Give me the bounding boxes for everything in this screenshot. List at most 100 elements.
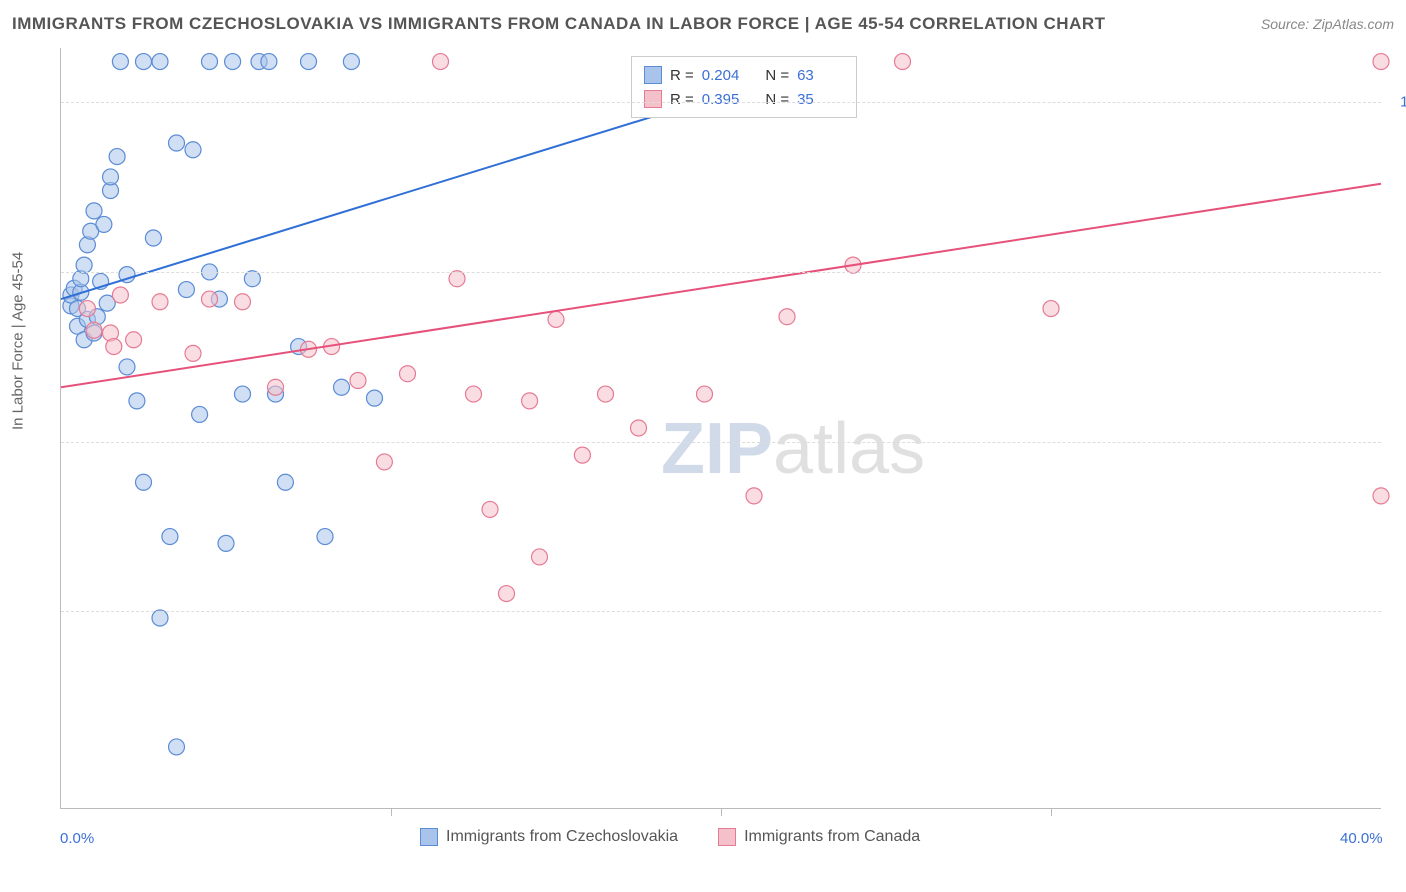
data-point (185, 142, 201, 158)
data-point (631, 420, 647, 436)
data-point (109, 149, 125, 165)
data-point (1373, 54, 1389, 70)
legend-series: Immigrants from Czechoslovakia Immigrants… (420, 828, 920, 846)
data-point (244, 271, 260, 287)
legend-series-item: Immigrants from Canada (718, 828, 920, 846)
data-point (126, 332, 142, 348)
data-point (103, 169, 119, 185)
data-point (400, 366, 416, 382)
data-point (106, 339, 122, 355)
data-point (235, 294, 251, 310)
data-point (574, 447, 590, 463)
data-point (301, 54, 317, 70)
legend-correlation: R = 0.204 N = 63 R = 0.395 N = 35 (631, 56, 857, 118)
data-point (376, 454, 392, 470)
data-point (96, 216, 112, 232)
legend-row: R = 0.395 N = 35 (644, 87, 844, 111)
y-axis-title: In Labor Force | Age 45-54 (10, 252, 27, 430)
x-tick (1051, 808, 1052, 816)
data-point (202, 291, 218, 307)
data-point (225, 54, 241, 70)
gridline-h (61, 442, 1381, 443)
data-point (169, 739, 185, 755)
legend-n-value: 63 (797, 67, 814, 84)
data-point (548, 311, 564, 327)
legend-swatch (420, 828, 438, 846)
data-point (86, 322, 102, 338)
legend-n-label: N = (765, 67, 789, 84)
data-point (152, 610, 168, 626)
trend-line (61, 184, 1381, 388)
legend-swatch (644, 66, 662, 84)
data-point (499, 586, 515, 602)
legend-r-label: R = (670, 67, 694, 84)
y-tick-label: 87.5% (1391, 263, 1406, 280)
legend-swatch (644, 90, 662, 108)
data-point (317, 529, 333, 545)
legend-n-value: 35 (797, 91, 814, 108)
data-point (79, 301, 95, 317)
data-point (218, 535, 234, 551)
legend-r-label: R = (670, 91, 694, 108)
plot-area: R =0.204N =63R =0.395N =35 ZIPatlas 62.5… (60, 48, 1381, 809)
legend-swatch (718, 828, 736, 846)
data-point (178, 282, 194, 298)
gridline-h (61, 102, 1381, 103)
data-point (895, 54, 911, 70)
gridline-h (61, 272, 1381, 273)
data-point (482, 501, 498, 517)
data-point (277, 474, 293, 490)
data-point (1373, 488, 1389, 504)
x-tick (391, 808, 392, 816)
gridline-h (61, 611, 1381, 612)
y-tick-label: 75.0% (1391, 433, 1406, 450)
data-point (145, 230, 161, 246)
source-label: Source: ZipAtlas.com (1261, 16, 1394, 32)
data-point (162, 529, 178, 545)
title-bar: IMMIGRANTS FROM CZECHOSLOVAKIA VS IMMIGR… (12, 10, 1394, 38)
data-point (192, 406, 208, 422)
legend-n-label: N = (765, 91, 789, 108)
legend-series-label: Immigrants from Czechoslovakia (446, 828, 678, 846)
x-tick-label: 0.0% (60, 830, 94, 847)
data-point (433, 54, 449, 70)
data-point (746, 488, 762, 504)
x-tick (721, 808, 722, 816)
chart-svg (61, 48, 1381, 808)
data-point (86, 203, 102, 219)
data-point (152, 294, 168, 310)
chart-title: IMMIGRANTS FROM CZECHOSLOVAKIA VS IMMIGR… (12, 14, 1106, 34)
data-point (532, 549, 548, 565)
data-point (334, 379, 350, 395)
data-point (235, 386, 251, 402)
data-point (202, 54, 218, 70)
legend-r-value: 0.204 (702, 67, 740, 84)
legend-series-item: Immigrants from Czechoslovakia (420, 828, 678, 846)
data-point (76, 257, 92, 273)
data-point (185, 345, 201, 361)
data-point (343, 54, 359, 70)
legend-r-value: 0.395 (702, 91, 740, 108)
data-point (136, 54, 152, 70)
data-point (350, 373, 366, 389)
data-point (522, 393, 538, 409)
data-point (1043, 301, 1059, 317)
data-point (449, 271, 465, 287)
data-point (466, 386, 482, 402)
data-point (779, 309, 795, 325)
data-point (598, 386, 614, 402)
data-point (697, 386, 713, 402)
data-point (136, 474, 152, 490)
data-point (112, 287, 128, 303)
data-point (119, 359, 135, 375)
data-point (129, 393, 145, 409)
data-point (169, 135, 185, 151)
legend-row: R = 0.204 N = 63 (644, 63, 844, 87)
data-point (152, 54, 168, 70)
y-tick-label: 62.5% (1391, 603, 1406, 620)
legend-series-label: Immigrants from Canada (744, 828, 920, 846)
data-point (367, 390, 383, 406)
data-point (268, 379, 284, 395)
y-tick-label: 100.0% (1391, 94, 1406, 111)
data-point (261, 54, 277, 70)
